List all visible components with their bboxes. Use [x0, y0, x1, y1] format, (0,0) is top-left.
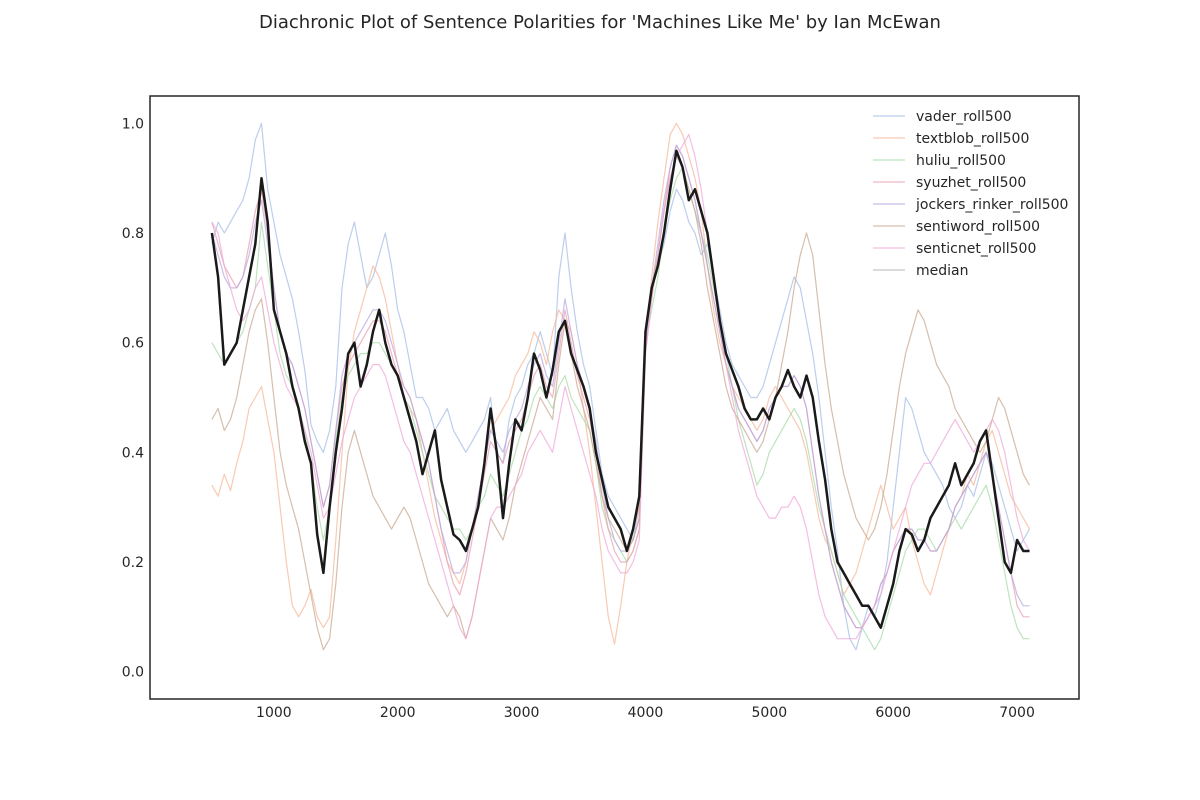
y-tick-label: 0.8 [122, 226, 144, 242]
series-layer [210, 122, 1031, 651]
y-tick-label: 0.4 [122, 445, 144, 461]
y-tick-label: 0.0 [122, 665, 144, 681]
series-line-sentiword_roll500 [211, 155, 1031, 651]
x-tick-label: 1000 [256, 705, 292, 721]
series-line-huliu_roll500 [211, 166, 1030, 651]
x-tick-label: 6000 [875, 705, 911, 721]
legend-label-vader_roll500: vader_roll500 [916, 109, 1012, 125]
x-tick-label: 3000 [504, 705, 540, 721]
legend-label-sentiword_roll500: sentiword_roll500 [916, 219, 1040, 235]
legend-label-textblob_roll500: textblob_roll500 [916, 131, 1029, 147]
legend-label-huliu_roll500: huliu_roll500 [916, 153, 1006, 169]
series-line-senticnet_roll500 [211, 133, 1031, 640]
legend: vader_roll500 textblob_roll500 huliu_roll5… [873, 109, 1068, 279]
y-tick-label: 0.2 [122, 555, 144, 571]
series-line-median [210, 149, 1030, 629]
x-tick-label: 5000 [752, 705, 788, 721]
legend-label-jockers_rinker_roll500: jockers_rinker_roll500 [915, 197, 1068, 213]
y-tick-label: 0.6 [122, 336, 144, 352]
tick-layer: 1000 2000 3000 4000 5000 6000 7000 0.0 0.2 0.4 0.6… [122, 116, 1035, 721]
legend-label-senticnet_roll500: senticnet_roll500 [916, 241, 1036, 257]
legend-label-median: median [916, 263, 968, 279]
x-tick-label: 7000 [999, 705, 1035, 721]
y-tick-label: 1.0 [122, 116, 144, 132]
plot-frame [149, 95, 1080, 700]
legend-label-syuzhet_roll500: syuzhet_roll500 [916, 175, 1026, 191]
series-line-textblob_roll500 [211, 122, 1031, 645]
chart-title: Diachronic Plot of Sentence Polarities f… [259, 12, 941, 33]
x-tick-label: 2000 [380, 705, 416, 721]
series-line-vader_roll500 [211, 122, 1031, 651]
x-tick-label: 4000 [628, 705, 664, 721]
